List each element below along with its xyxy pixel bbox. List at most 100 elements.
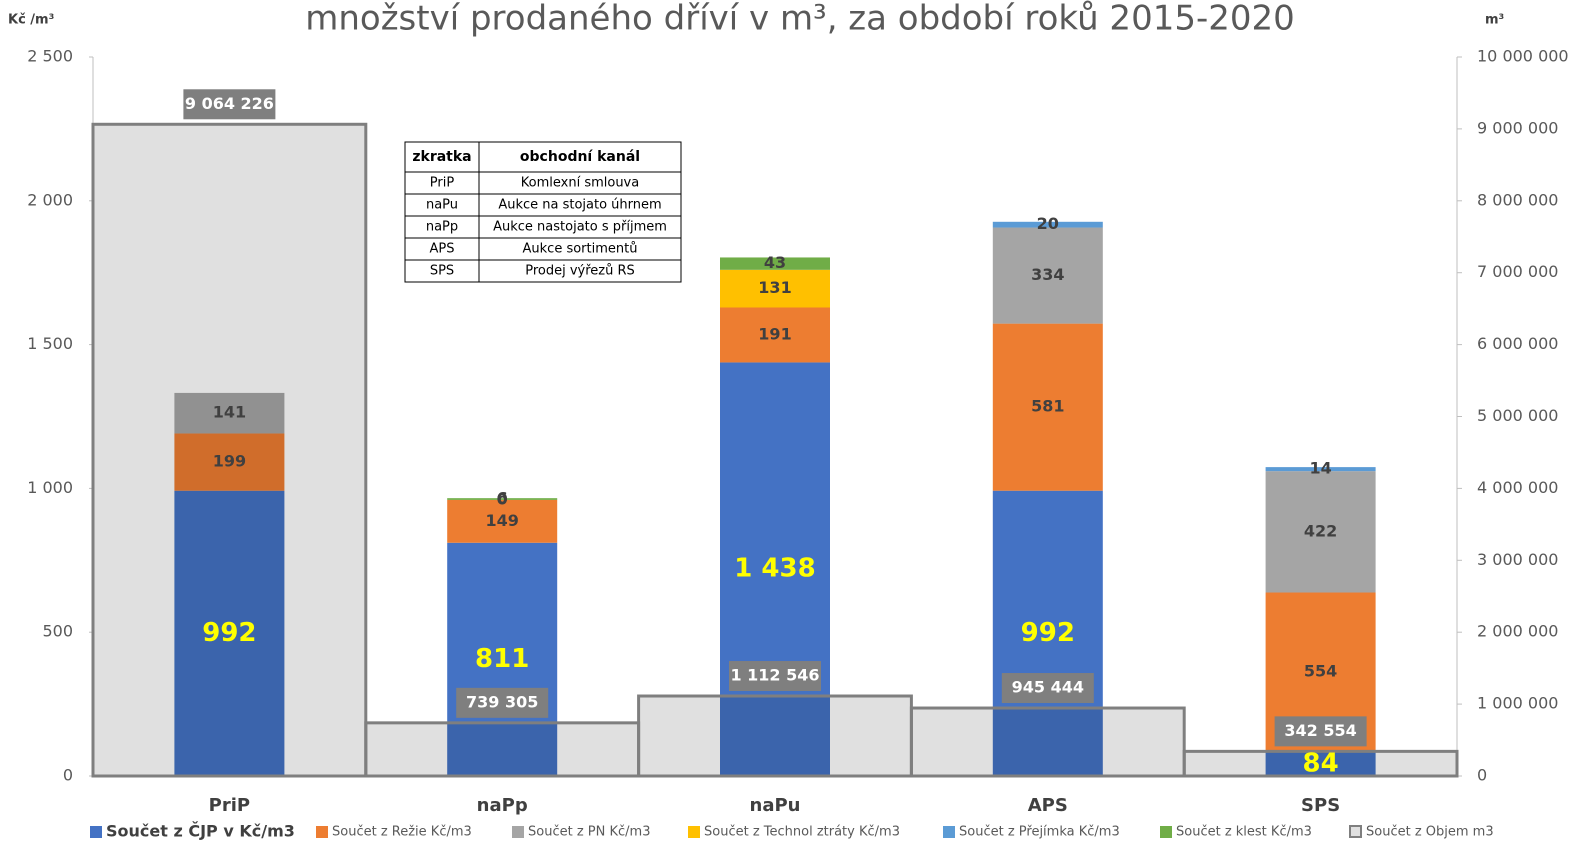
data-label: 191 <box>758 324 791 343</box>
data-label: 992 <box>1021 618 1075 648</box>
y-tick-label: 2 000 <box>27 190 73 209</box>
legend-swatch <box>1349 825 1362 838</box>
data-label: 739 305 <box>466 692 538 711</box>
y-tick-label: 500 <box>42 622 73 641</box>
table-cell: Komlexní smlouva <box>521 176 639 191</box>
data-label: 0 <box>497 489 508 508</box>
table-cell: naPu <box>426 198 458 213</box>
y2-tick-label: 7 000 000 <box>1477 262 1558 281</box>
bar-segment <box>992 490 1103 776</box>
volume-step <box>1182 749 1459 778</box>
data-label: 20 <box>1037 214 1059 233</box>
data-label: 581 <box>1031 397 1064 416</box>
legend-label: Součet z Přejímka Kč/m3 <box>959 825 1120 840</box>
table-frame <box>404 141 682 283</box>
y2-tick-label: 5 000 000 <box>1477 406 1558 425</box>
bar-segment <box>720 257 830 270</box>
bar-segment <box>720 307 830 363</box>
x-tick-label: naPp <box>477 795 528 816</box>
table-cell: SPS <box>430 264 454 279</box>
legend-swatch <box>943 826 955 838</box>
bar-segment <box>720 362 830 776</box>
table-header: zkratka <box>412 149 471 165</box>
data-label: 811 <box>475 644 529 674</box>
data-label: 131 <box>758 278 791 297</box>
table-cell: Aukce na stojato úhrnem <box>498 198 661 213</box>
data-label: 422 <box>1304 521 1337 540</box>
table-cell: Aukce sortimentů <box>523 242 638 257</box>
bar-segment <box>447 542 558 776</box>
data-label: 141 <box>213 403 246 422</box>
y2-tick-label: 2 000 000 <box>1477 622 1558 641</box>
legend-label: Součet z Technol ztráty Kč/m3 <box>704 825 900 840</box>
legend-swatch <box>90 826 102 838</box>
bar-segment <box>174 490 285 776</box>
data-label: 1 112 546 <box>730 666 819 685</box>
data-label-box <box>183 89 276 120</box>
data-label: 84 <box>1303 748 1339 778</box>
data-label-box <box>729 661 821 692</box>
bar-segment <box>1265 467 1376 472</box>
bar-segment <box>992 323 1103 491</box>
data-label: 199 <box>213 452 246 471</box>
data-label-box <box>456 687 549 718</box>
y-tick-label: 1 500 <box>27 334 73 353</box>
bar-segment <box>992 221 1103 228</box>
legend-swatch <box>512 826 524 838</box>
y2-tick-label: 0 <box>1477 766 1487 785</box>
y-tick-label: 1 000 <box>27 478 73 497</box>
bar-segment <box>1265 751 1376 776</box>
x-tick-label: SPS <box>1301 795 1340 816</box>
y-tick-label: 0 <box>63 766 73 785</box>
x-tick-label: naPu <box>750 795 801 816</box>
y-tick-label: 2 500 <box>27 47 73 66</box>
y2-tick-label: 1 000 000 <box>1477 694 1558 713</box>
table-cell: naPp <box>426 220 458 235</box>
legend-swatch <box>316 826 328 838</box>
volume-step <box>637 694 913 778</box>
chart-title: množství prodaného dříví v m³, za období… <box>305 0 1295 39</box>
bar-segment <box>174 433 285 491</box>
bar-segment <box>174 392 285 434</box>
data-label: 149 <box>485 511 518 530</box>
y2-tick-label: 4 000 000 <box>1477 478 1558 497</box>
data-label: 342 554 <box>1284 721 1356 740</box>
data-label-box <box>1274 716 1367 747</box>
data-label: 9 064 226 <box>185 94 274 113</box>
bar-segment <box>447 499 558 543</box>
bar-segment <box>992 227 1103 324</box>
volume-step <box>909 706 1186 778</box>
legend-label: Součet z ČJP v Kč/m3 <box>106 822 295 841</box>
y2-tick-label: 8 000 000 <box>1477 190 1558 209</box>
data-label: 945 444 <box>1012 678 1084 697</box>
legend-swatch <box>1160 826 1172 838</box>
volume-step <box>91 122 368 778</box>
table-cell: APS <box>430 242 455 257</box>
data-label: 6 <box>497 489 508 508</box>
table-cell: Aukce nastojato s příjmem <box>493 220 667 235</box>
volume-step <box>364 721 641 778</box>
bar-segment <box>447 498 558 500</box>
data-label: 554 <box>1304 662 1337 681</box>
table-cell: PriP <box>430 176 455 191</box>
y2-tick-label: 10 000 000 <box>1477 47 1569 66</box>
data-label: 1 438 <box>734 554 815 584</box>
data-label: 14 <box>1309 459 1331 478</box>
x-tick-label: APS <box>1028 795 1068 816</box>
y2-tick-label: 3 000 000 <box>1477 550 1558 569</box>
data-label: 334 <box>1031 265 1064 284</box>
legend-label: Součet z PN Kč/m3 <box>528 825 650 840</box>
legend-label: Součet z Objem m3 <box>1366 825 1494 840</box>
x-tick-label: PriP <box>209 795 250 816</box>
data-label: 43 <box>764 253 786 272</box>
y2-tick-label: 6 000 000 <box>1477 334 1558 353</box>
legend-table: zkratka obchodní kanál PriP Komlexní smlouv… <box>404 141 682 283</box>
y2-tick-label: 9 000 000 <box>1477 118 1558 137</box>
data-label-box <box>1001 673 1094 704</box>
table-header: obchodní kanál <box>520 149 640 165</box>
y2-axis-label: m³ <box>1485 13 1504 28</box>
bar-segment <box>720 269 830 308</box>
legend-label: Součet z Režie Kč/m3 <box>332 825 472 840</box>
y-axis-label: Kč /m³ <box>8 13 54 28</box>
data-label: 992 <box>202 618 256 648</box>
